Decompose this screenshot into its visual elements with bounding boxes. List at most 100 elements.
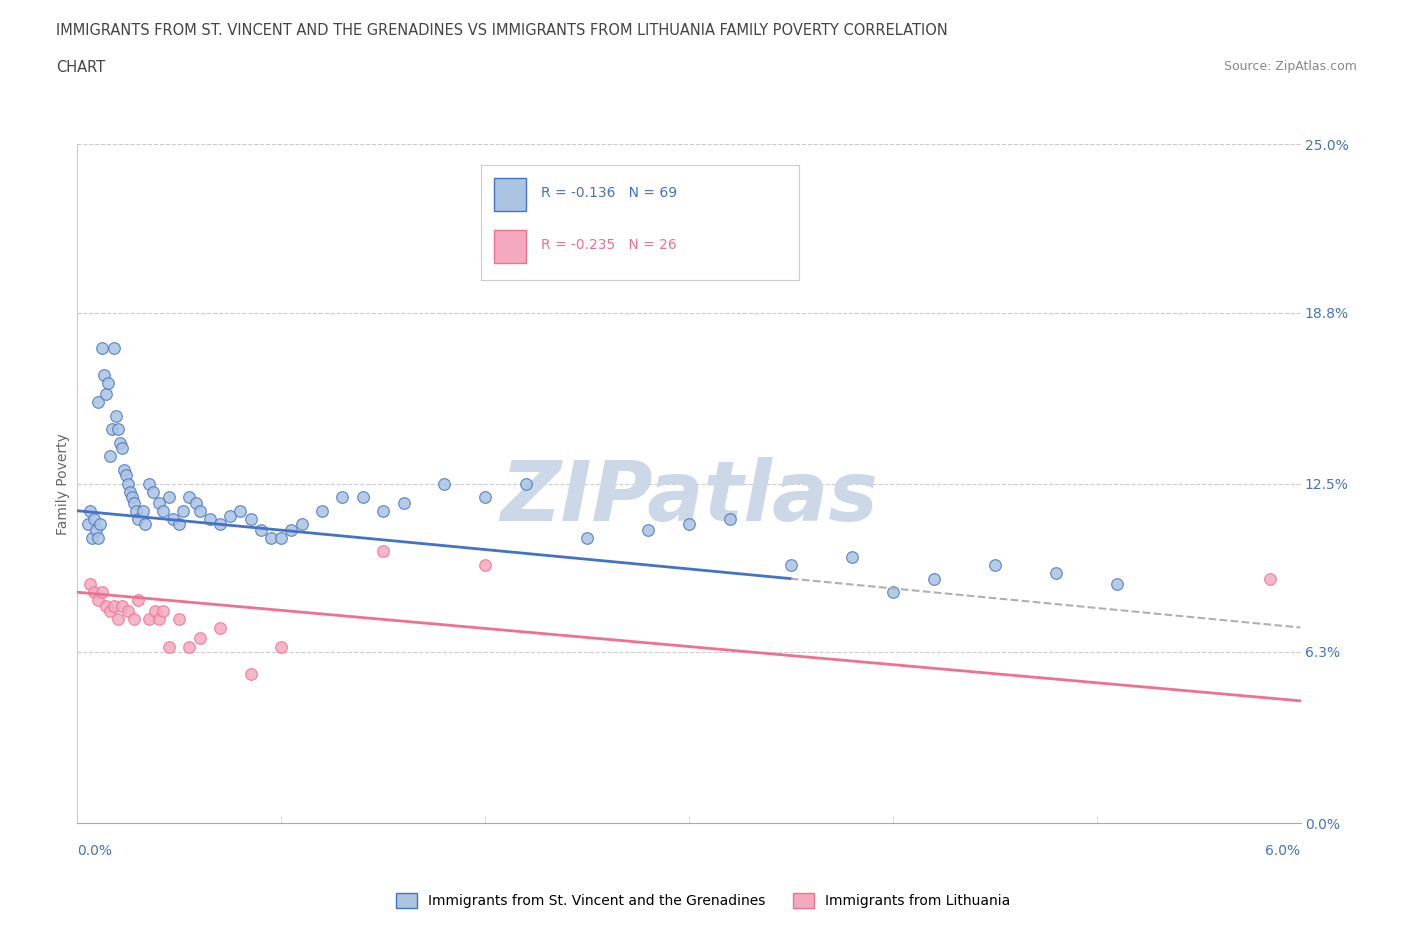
Point xyxy=(89,517,111,532)
Point xyxy=(1258,571,1281,586)
Point xyxy=(87,530,110,545)
Text: IMMIGRANTS FROM ST. VINCENT AND THE GRENADINES VS IMMIGRANTS FROM LITHUANIA FAMI: IMMIGRANTS FROM ST. VINCENT AND THE GREN… xyxy=(56,23,948,38)
Point xyxy=(371,544,394,559)
Point xyxy=(157,490,180,505)
Point xyxy=(138,476,160,491)
Point xyxy=(90,585,112,600)
Point xyxy=(87,394,110,409)
Point xyxy=(260,530,283,545)
Point xyxy=(922,571,945,586)
Point xyxy=(371,503,394,518)
Point xyxy=(882,585,904,600)
Point xyxy=(87,593,110,608)
Point xyxy=(1045,565,1067,580)
Point xyxy=(162,512,184,526)
Point xyxy=(474,558,496,573)
Point xyxy=(83,585,105,600)
Text: ZIPatlas: ZIPatlas xyxy=(501,457,877,538)
Point xyxy=(250,523,273,538)
Text: Source: ZipAtlas.com: Source: ZipAtlas.com xyxy=(1223,60,1357,73)
Point xyxy=(103,340,125,355)
Point xyxy=(134,517,156,532)
Point xyxy=(984,558,1007,573)
Point xyxy=(433,476,456,491)
Point xyxy=(718,512,741,526)
Point xyxy=(128,593,150,608)
Point xyxy=(79,577,101,591)
Point xyxy=(117,604,139,618)
Point xyxy=(90,340,112,355)
Point xyxy=(76,517,98,532)
Point xyxy=(184,495,207,510)
Point xyxy=(121,490,143,505)
Point xyxy=(98,449,121,464)
Text: 0.0%: 0.0% xyxy=(77,844,112,858)
Point xyxy=(352,490,374,505)
Point xyxy=(111,598,134,613)
Point xyxy=(107,422,129,437)
Point xyxy=(101,422,124,437)
Point xyxy=(169,612,191,627)
Point xyxy=(105,408,128,423)
Point xyxy=(84,523,107,538)
Point xyxy=(124,612,146,627)
Point xyxy=(117,476,139,491)
Point xyxy=(280,523,302,538)
Point xyxy=(515,476,537,491)
Point xyxy=(138,612,160,627)
Point xyxy=(1107,577,1129,591)
Point xyxy=(142,485,165,499)
Point xyxy=(112,462,135,477)
Point xyxy=(198,512,221,526)
Point xyxy=(152,604,174,618)
Point xyxy=(115,468,138,483)
Point xyxy=(188,631,211,645)
Point xyxy=(111,441,134,456)
Point xyxy=(270,639,292,654)
Point xyxy=(637,523,659,538)
Point xyxy=(94,598,117,613)
Point xyxy=(208,620,231,635)
Point xyxy=(83,512,105,526)
Point xyxy=(107,612,129,627)
Y-axis label: Family Poverty: Family Poverty xyxy=(56,432,70,535)
Text: CHART: CHART xyxy=(56,60,105,75)
Point xyxy=(219,509,242,524)
Point xyxy=(128,512,150,526)
Point xyxy=(239,512,262,526)
Point xyxy=(678,517,700,532)
Point xyxy=(780,558,803,573)
Point xyxy=(125,503,148,518)
Point xyxy=(179,490,201,505)
Point xyxy=(239,666,262,681)
Point xyxy=(124,495,146,510)
Point xyxy=(392,495,415,510)
Point xyxy=(79,503,101,518)
Point xyxy=(120,485,142,499)
Text: 6.0%: 6.0% xyxy=(1265,844,1301,858)
Point xyxy=(143,604,166,618)
Point xyxy=(311,503,333,518)
Point xyxy=(148,612,170,627)
Point xyxy=(93,367,115,382)
Point xyxy=(108,435,131,450)
Point xyxy=(152,503,174,518)
Point xyxy=(270,530,292,545)
Point xyxy=(172,503,194,518)
Point xyxy=(157,639,180,654)
Point xyxy=(841,550,863,565)
Point xyxy=(208,517,231,532)
Point xyxy=(131,503,153,518)
Point xyxy=(98,604,121,618)
Point xyxy=(97,376,120,391)
Point xyxy=(94,387,117,402)
Point xyxy=(148,495,170,510)
Legend: Immigrants from St. Vincent and the Grenadines, Immigrants from Lithuania: Immigrants from St. Vincent and the Gren… xyxy=(391,888,1015,914)
Point xyxy=(291,517,314,532)
Point xyxy=(103,598,125,613)
Point xyxy=(332,490,354,505)
Point xyxy=(169,517,191,532)
Point xyxy=(229,503,252,518)
Point xyxy=(576,530,599,545)
Point xyxy=(188,503,211,518)
